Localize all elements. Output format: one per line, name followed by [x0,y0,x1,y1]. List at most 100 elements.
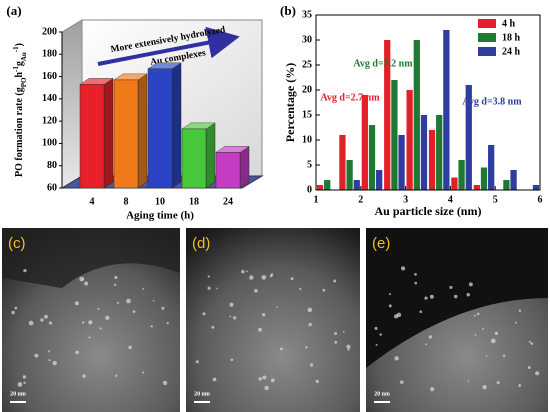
x-tick-label: 4 [448,194,453,205]
particle [262,375,267,380]
particle [535,371,540,376]
panel-label: (b) [280,3,296,18]
y-tick-label: 180 [42,49,57,60]
particle [211,325,215,329]
particle [207,275,210,278]
bar [436,115,443,190]
bar [406,90,413,190]
particle [474,334,477,336]
bar-side-shade [206,122,215,188]
bar [443,30,450,190]
particle [75,350,79,355]
plot-frame [315,14,541,191]
bar [368,125,376,190]
bar [215,152,241,189]
particle [264,385,269,391]
particle [249,275,254,280]
panel-label: (c) [8,235,26,252]
particle [150,325,153,328]
particle [97,307,100,311]
y-tick-label: 140 [42,93,57,104]
bar [346,160,353,190]
bar [113,79,139,189]
bar [391,80,398,190]
y-axis-label-part: -1 [12,66,20,72]
bar [510,170,517,190]
particle [44,314,48,319]
particle [142,288,145,290]
bar-top-shade [148,62,181,69]
particle [270,378,275,383]
particle [216,287,218,290]
particle [22,375,27,379]
y-tick-label: 100 [42,138,57,149]
particle [322,288,326,292]
x-tick-label: 2 [358,194,363,205]
particle [419,310,423,314]
bar [147,68,173,189]
particle [241,269,245,274]
particle [261,274,267,280]
bar [480,167,488,190]
x-tick-label: 5 [493,194,498,205]
particle [14,306,18,310]
particle [207,286,211,290]
y-tick-label: 35 [302,9,312,20]
bar [488,145,495,190]
bar-side-shade [104,78,113,188]
y-tick-label: 20 [302,84,312,95]
y-tick-label: 5 [307,159,312,170]
x-axis-label: Aging time (h) [126,210,194,222]
bar [420,115,428,190]
vacuum-region [366,228,548,368]
particle [428,335,433,339]
x-tick-label: 10 [155,196,165,207]
particle [195,360,199,364]
particle [23,381,26,385]
x-tick-label: 4 [90,196,95,207]
particle [166,322,169,325]
y-tick-label: 25 [302,59,312,70]
particle [88,336,91,339]
particle [280,347,283,351]
particle [202,312,206,316]
particle [468,282,473,287]
x-tick-label: 3 [403,194,408,205]
particle [34,353,39,358]
bar [398,135,405,190]
vacuum-region [2,228,180,288]
particle [424,296,428,300]
particle [388,304,392,308]
bar [428,130,436,190]
particle [482,384,487,390]
x-tick-label: 24 [223,196,233,207]
particle [449,285,453,289]
particle [490,338,496,344]
bar [79,84,105,189]
particle [515,321,517,324]
x-tick-label: 1 [314,194,319,205]
particle [394,356,399,361]
bar [503,180,510,190]
particle [346,344,351,349]
particle [374,326,378,330]
particle [276,306,279,308]
particle [502,354,506,358]
particle [430,387,435,392]
particle [113,283,117,287]
particle [315,379,319,384]
particle [254,288,258,293]
y-tick-label: 80 [47,160,57,171]
y-tick-label: 120 [42,115,57,126]
particle [333,279,337,283]
particle [518,384,522,387]
particle [115,374,118,377]
particle [48,359,51,362]
y-tick-label: 200 [42,26,57,37]
bar-top-shade [80,78,113,85]
particle [334,340,338,344]
particle [496,381,500,385]
particle [342,330,345,333]
y-axis-label: Percentage (%) [283,63,297,142]
bar-top-shade [216,146,249,153]
